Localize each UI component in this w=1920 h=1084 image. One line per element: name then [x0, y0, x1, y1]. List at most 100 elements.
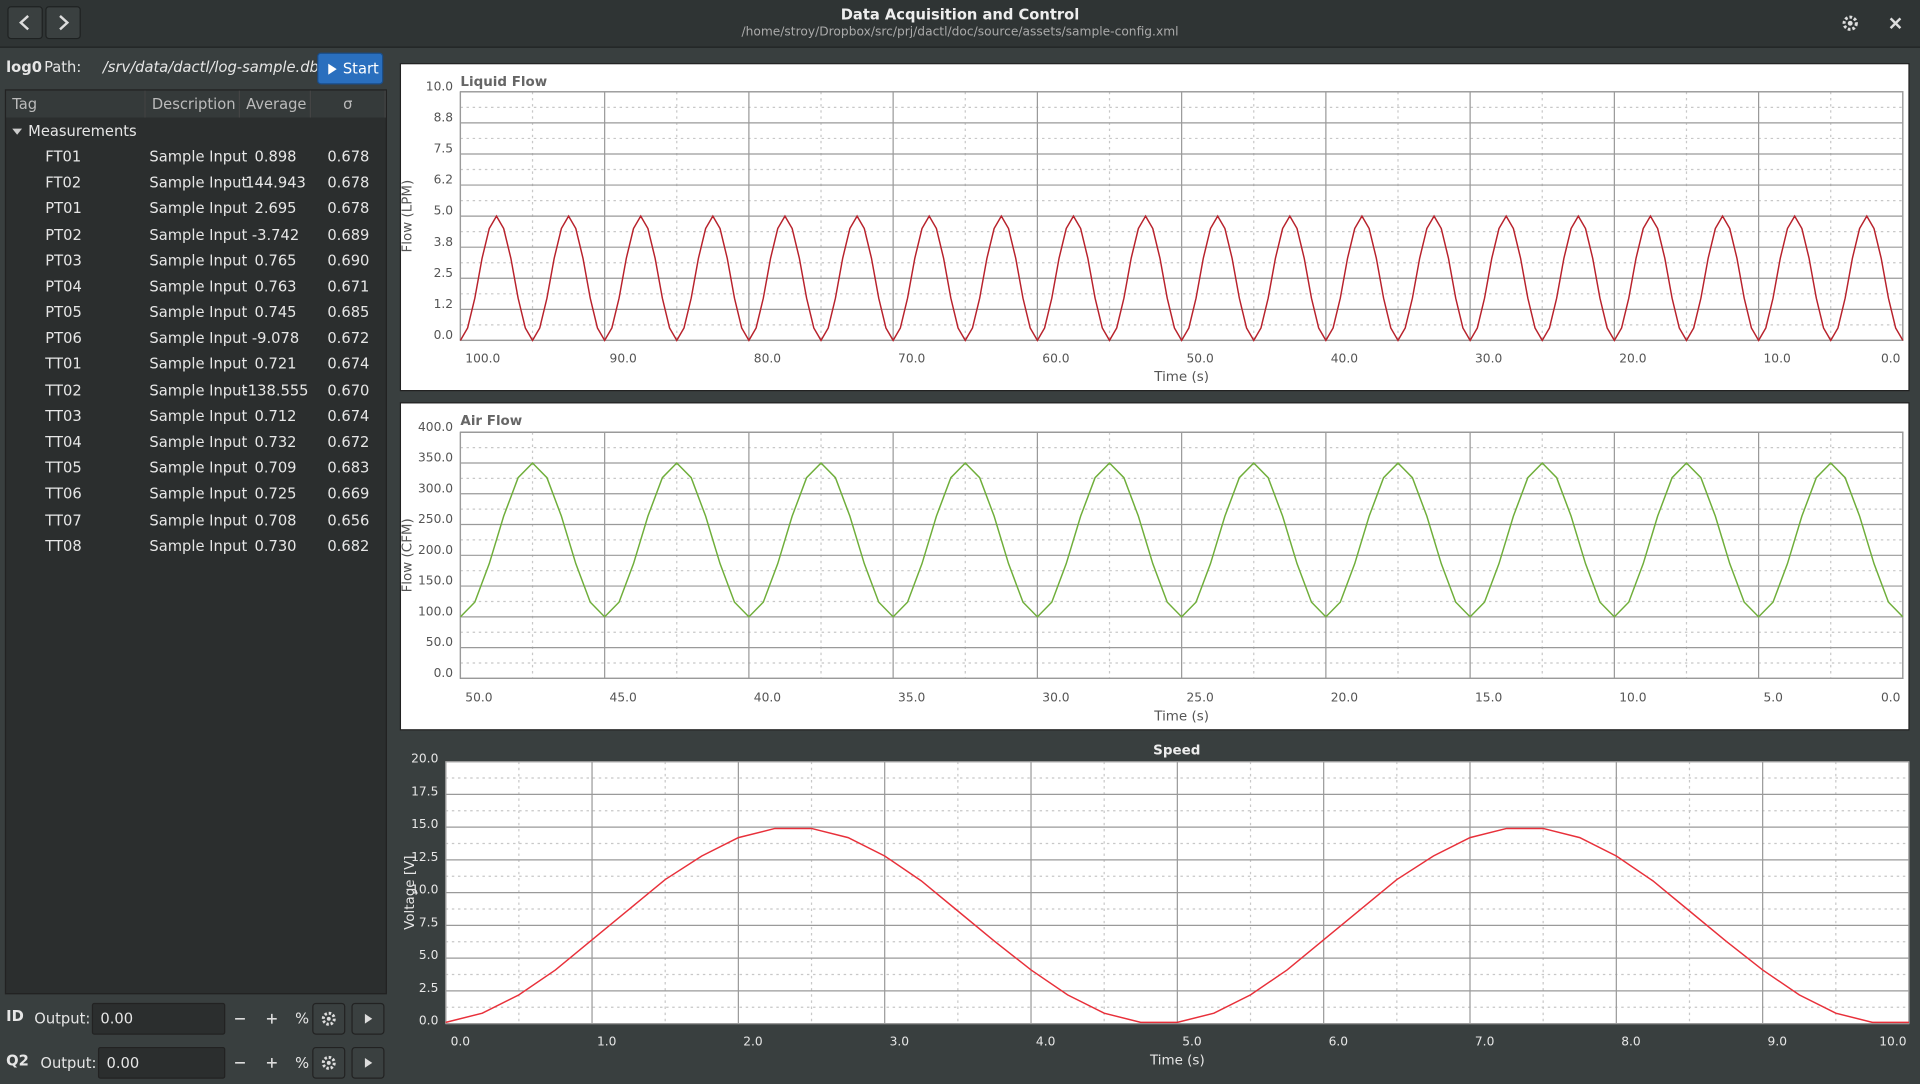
measurements-table: Tag Description Average σ Measurements FT01 Sa… [4, 89, 387, 995]
settings-button[interactable] [312, 1002, 346, 1035]
expander-icon[interactable] [12, 126, 24, 138]
table-row: TT04 Sample Input 0.732 0.672 [6, 430, 386, 456]
y-tick-label: 2.5 [434, 266, 453, 280]
table-row: TT06 Sample Input 0.725 0.669 [6, 482, 386, 508]
average-cell: 2.695 [254, 200, 297, 218]
y-axis-label: Voltage [V] [403, 855, 418, 929]
average-cell: 0.721 [254, 355, 297, 373]
tag-cell: PT01 [45, 200, 82, 218]
x-tick-label: 4.0 [1036, 1035, 1055, 1049]
average-cell: -9.078 [251, 329, 300, 347]
average-cell: 0.763 [254, 277, 297, 295]
x-tick-label: 50.0 [465, 690, 492, 704]
output-value: 0.00 [106, 1054, 140, 1072]
settings-button[interactable] [312, 1046, 346, 1079]
description-cell: Sample Input [149, 511, 248, 529]
chart-title: Liquid Flow [460, 75, 547, 90]
table-row: TT07 Sample Input 0.708 0.656 [6, 508, 386, 534]
step-buttons[interactable] [233, 1042, 294, 1084]
description-cell: Sample Input [149, 148, 248, 166]
x-tick-label: 0.0 [451, 1035, 470, 1049]
log-name: log0 [6, 58, 42, 76]
table-row: PT06 Sample Input -9.078 0.672 [6, 326, 386, 352]
x-tick-label: 5.0 [1764, 690, 1783, 704]
path-label: Path: [44, 58, 82, 76]
table-row: PT02 Sample Input -3.742 0.689 [6, 222, 386, 248]
x-axis-label: Time (s) [1153, 709, 1209, 724]
x-tick-label: 1.0 [597, 1035, 616, 1049]
close-icon[interactable] [1887, 15, 1904, 32]
x-tick-label: 100.0 [465, 351, 500, 365]
y-tick-label: 12.5 [411, 850, 438, 864]
step-buttons[interactable] [233, 998, 294, 1040]
average-cell: -3.742 [251, 225, 300, 244]
series-line [459, 461, 1904, 618]
x-tick-label: 15.0 [1475, 690, 1502, 704]
table-row: PT05 Sample Input 0.745 0.685 [6, 300, 386, 326]
back-icon [19, 15, 29, 31]
tag-cell: TT08 [45, 537, 82, 555]
x-tick-label: 50.0 [1187, 351, 1214, 365]
x-tick-label: 6.0 [1329, 1035, 1348, 1049]
tag-cell: TT05 [45, 459, 82, 477]
tag-cell: PT02 [45, 225, 82, 244]
play-icon [328, 63, 337, 75]
run-button[interactable] [351, 1002, 385, 1035]
column-header: σ [311, 90, 386, 118]
average-cell: 144.943 [245, 174, 306, 192]
table-row: TT01 Sample Input 0.721 0.674 [6, 352, 386, 378]
y-tick-label: 300.0 [418, 481, 453, 495]
x-tick-label: 10.0 [1619, 690, 1646, 704]
back-button[interactable] [7, 6, 43, 40]
table-row: PT03 Sample Input 0.765 0.690 [6, 248, 386, 274]
description-cell: Sample Input [149, 485, 248, 503]
x-tick-label: 0.0 [1881, 351, 1900, 365]
y-tick-label: 7.5 [419, 915, 438, 929]
x-tick-label: 40.0 [754, 690, 781, 704]
chart-title: Speed [1153, 744, 1200, 759]
description-cell: Sample Input [149, 537, 248, 555]
average-cell: 0.745 [254, 303, 297, 321]
average-cell: 0.712 [254, 407, 297, 425]
group-row: Measurements [6, 119, 386, 145]
x-tick-label: 80.0 [754, 351, 781, 365]
y-tick-label: 17.5 [411, 784, 438, 798]
sigma-cell: 0.674 [327, 355, 370, 373]
y-tick-label: 250.0 [418, 512, 453, 526]
y-axis-label: Flow (LPM) [401, 180, 416, 253]
start-button[interactable]: Start [317, 52, 384, 85]
description-cell: Sample Input [149, 329, 248, 347]
x-tick-label: 2.0 [743, 1035, 762, 1049]
description-cell: Sample Input [149, 225, 248, 244]
tag-cell: PT04 [45, 277, 82, 295]
x-tick-label: 25.0 [1187, 690, 1214, 704]
y-tick-label: 2.5 [419, 981, 438, 995]
y-tick-label: 200.0 [418, 543, 453, 557]
table-row: PT01 Sample Input 2.695 0.678 [6, 196, 386, 222]
tag-cell: TT07 [45, 511, 82, 529]
output-input[interactable]: 0.00 [91, 1002, 226, 1035]
description-cell: Sample Input [149, 251, 248, 270]
sigma-cell: 0.674 [327, 407, 370, 425]
x-tick-label: 3.0 [890, 1035, 909, 1049]
x-tick-label: 90.0 [610, 351, 637, 365]
control-row: Q2 Output: 0.00% [0, 1042, 389, 1084]
average-cell: 0.732 [254, 433, 297, 451]
x-tick-label: 20.0 [1619, 351, 1646, 365]
tag-cell: TT03 [45, 407, 82, 425]
start-label: Start [342, 60, 379, 78]
tag-cell: PT03 [45, 251, 82, 270]
x-tick-label: 45.0 [610, 690, 637, 704]
run-button[interactable] [351, 1046, 385, 1079]
y-tick-label: 10.0 [426, 79, 453, 93]
window-title: Data Acquisition and Control [840, 6, 1080, 24]
table-row: PT04 Sample Input 0.763 0.671 [6, 274, 386, 300]
forward-button[interactable] [45, 6, 81, 40]
average-cell: 0.765 [254, 251, 297, 270]
output-input[interactable]: 0.00 [97, 1046, 226, 1079]
tag-cell: TT02 [45, 381, 82, 399]
series-line [445, 827, 1909, 1024]
x-tick-label: 10.0 [1879, 1035, 1906, 1049]
settings-icon[interactable] [1839, 12, 1861, 34]
